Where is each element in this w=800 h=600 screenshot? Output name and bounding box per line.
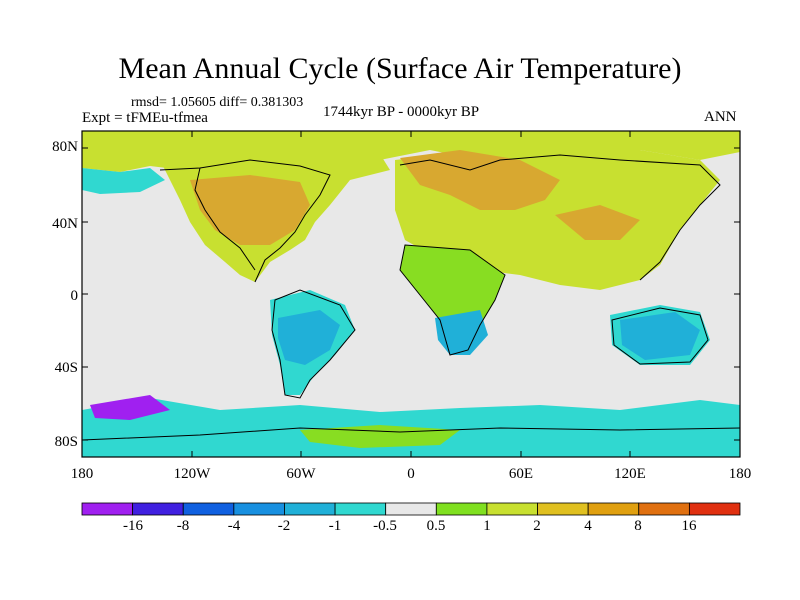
colorbar-label: 1 bbox=[483, 518, 491, 534]
lon-label-120e: 120E bbox=[614, 466, 646, 482]
africa-blue bbox=[435, 310, 488, 355]
lon-label-180w: 180 bbox=[70, 466, 94, 482]
colorbar-swatch bbox=[385, 502, 437, 516]
colorbar-label: -8 bbox=[176, 518, 190, 534]
colorbar-label: -2 bbox=[277, 518, 291, 534]
lon-label-120w: 120W bbox=[173, 466, 211, 482]
colorbar-swatch bbox=[334, 502, 387, 516]
season-text: ANN bbox=[704, 109, 737, 125]
colorbar-swatch bbox=[486, 502, 538, 516]
colorbar-swatch bbox=[81, 502, 134, 516]
north-america-warm bbox=[190, 175, 310, 245]
experiment-text: Expt = tFMEu-tfmea bbox=[82, 110, 208, 126]
colorbar-swatch bbox=[435, 502, 488, 516]
colorbar-label: -1 bbox=[328, 518, 342, 534]
colorbar-swatch bbox=[132, 502, 184, 516]
colorbar-swatch bbox=[638, 502, 690, 516]
colorbar-swatch bbox=[284, 502, 336, 516]
coastlines bbox=[81, 154, 741, 441]
australia-blue bbox=[620, 312, 700, 360]
arctic-cyan-patch bbox=[82, 168, 165, 194]
lat-label-40n: 40N bbox=[52, 216, 78, 232]
colorbar-label: 16 bbox=[681, 518, 697, 534]
stats-text: rmsd= 1.05605 diff= 0.381303 bbox=[131, 95, 304, 110]
colorbar-swatch bbox=[688, 502, 741, 516]
lon-label-60e: 60E bbox=[508, 466, 534, 482]
colorbar-label: -16 bbox=[123, 518, 143, 534]
lat-label-0: 0 bbox=[70, 288, 79, 304]
colorbar-swatch bbox=[537, 502, 589, 516]
lat-label-80s: 80S bbox=[54, 434, 78, 450]
lat-label-40s: 40S bbox=[54, 360, 78, 376]
asia-warm bbox=[555, 205, 640, 240]
colorbar-label: -0.5 bbox=[373, 518, 397, 534]
colorbar-swatch bbox=[587, 502, 640, 516]
colorbar-label: 4 bbox=[584, 518, 592, 534]
colorbar-label: 2 bbox=[533, 518, 541, 534]
south-america-blue bbox=[278, 310, 340, 365]
colorbar-label: -4 bbox=[227, 518, 241, 534]
lon-label-60w: 60W bbox=[286, 466, 316, 482]
south-pacific-purple bbox=[90, 395, 170, 420]
colorbar-label: 0.5 bbox=[426, 518, 446, 534]
colorbar-label: 8 bbox=[634, 518, 642, 534]
chart-title: Mean Annual Cycle (Surface Air Temperatu… bbox=[118, 52, 682, 85]
lon-label-0: 0 bbox=[407, 466, 415, 482]
eurasia-warm bbox=[400, 150, 560, 210]
axis-ticks bbox=[81, 131, 741, 457]
colorbar-swatch bbox=[233, 502, 285, 516]
lat-label-80n: 80N bbox=[52, 139, 78, 155]
lon-label-180e: 180 bbox=[728, 466, 752, 482]
period-text: 1744kyr BP - 0000kyr BP bbox=[323, 104, 480, 120]
colorbar bbox=[81, 502, 741, 516]
colorbar-swatch bbox=[182, 502, 235, 516]
